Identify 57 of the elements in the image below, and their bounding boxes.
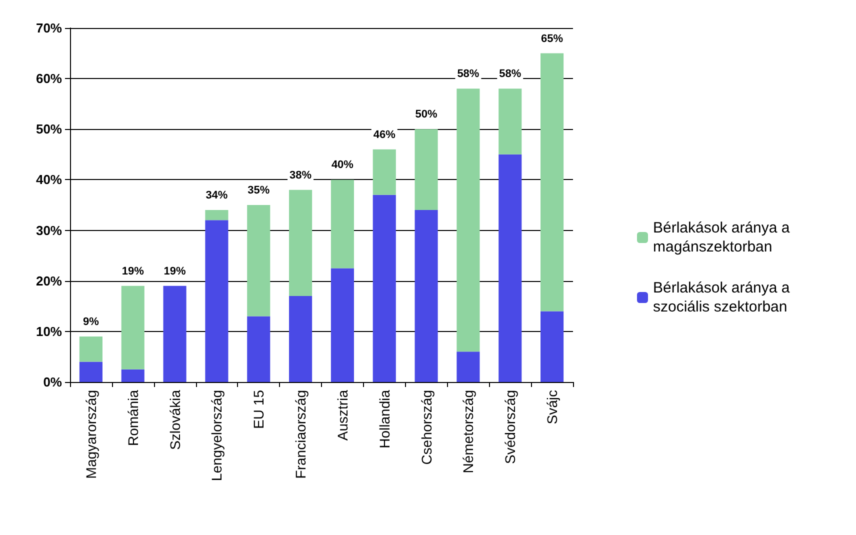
legend-label: Bérlakások aránya a szociális szektorban — [653, 280, 794, 316]
x-tick-label: Lengyelország — [208, 390, 225, 482]
y-tick-label: 0% — [43, 374, 62, 390]
x-tick-label: Szlovákia — [166, 390, 183, 450]
x-tick-label: Románia — [124, 390, 141, 446]
bar — [456, 352, 480, 382]
bar — [79, 362, 102, 382]
x-tick-label: Hollandia — [376, 390, 392, 448]
y-tick-label: 40% — [36, 172, 62, 188]
bar — [372, 194, 396, 382]
y-tick-label: 70% — [36, 20, 62, 36]
x-tick-label: Svájc — [544, 390, 560, 424]
total-label: 58% — [499, 68, 522, 80]
total-label: 19% — [164, 265, 186, 278]
total-label: 46% — [373, 128, 396, 141]
bar — [121, 369, 144, 382]
total-label: 40% — [331, 159, 354, 172]
bar — [330, 268, 354, 382]
total-label: 50% — [415, 108, 438, 121]
y-tick-label: 10% — [36, 324, 62, 339]
x-tick-label: Magyarország — [82, 390, 99, 479]
bar — [121, 286, 144, 370]
bar — [205, 220, 228, 382]
bar — [414, 210, 438, 382]
bar — [163, 286, 186, 382]
x-tick-label: EU 15 — [250, 390, 267, 429]
bar — [247, 205, 270, 316]
bar — [247, 316, 270, 382]
x-tick-label: Csehország — [418, 390, 434, 465]
total-label: 9% — [83, 316, 100, 328]
total-label: 35% — [248, 184, 270, 196]
y-tick-label: 30% — [36, 222, 62, 238]
bar — [372, 149, 396, 195]
bar — [498, 88, 522, 154]
total-label: 65% — [541, 32, 564, 45]
bar — [498, 154, 522, 382]
total-label: 34% — [206, 190, 228, 202]
total-label: 58% — [457, 68, 480, 80]
bar — [456, 88, 480, 352]
bar — [79, 336, 102, 362]
x-tick-label: Ausztria — [334, 390, 350, 441]
y-tick-label: 60% — [36, 71, 62, 86]
bar — [289, 190, 312, 296]
total-label: 19% — [122, 265, 144, 278]
y-tick-label: 50% — [36, 122, 62, 137]
bar — [330, 180, 354, 268]
bar — [540, 53, 564, 312]
bar — [289, 296, 312, 382]
bar — [414, 129, 438, 210]
x-tick-label: Franciaország — [292, 390, 309, 479]
y-tick-label: 20% — [36, 273, 62, 288]
legend-label: Bérlakások aránya a magánszektorban — [653, 220, 794, 256]
x-tick-label: Németország — [460, 390, 476, 474]
x-tick-label: Svédország — [502, 390, 518, 464]
total-label: 38% — [290, 169, 312, 182]
bar — [540, 311, 564, 382]
bar — [205, 210, 228, 220]
